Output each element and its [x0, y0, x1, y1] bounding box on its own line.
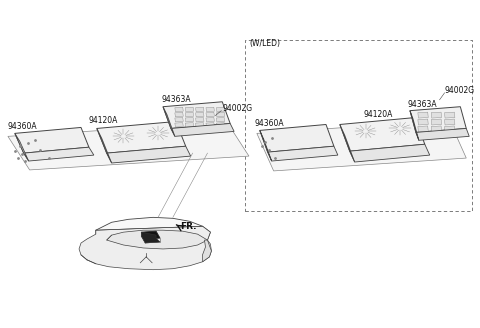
Polygon shape: [185, 117, 193, 122]
Polygon shape: [260, 125, 334, 152]
Text: 94120A: 94120A: [89, 116, 118, 125]
Polygon shape: [418, 126, 428, 132]
Text: 94360A: 94360A: [8, 122, 37, 131]
Polygon shape: [340, 125, 355, 162]
Text: 94002G: 94002G: [444, 86, 475, 95]
Polygon shape: [340, 117, 425, 151]
Polygon shape: [195, 117, 204, 122]
Ellipse shape: [146, 125, 170, 141]
Ellipse shape: [388, 120, 412, 136]
Polygon shape: [350, 144, 430, 162]
Polygon shape: [206, 117, 215, 122]
Polygon shape: [268, 146, 338, 161]
Polygon shape: [24, 147, 94, 161]
Polygon shape: [97, 129, 112, 163]
Polygon shape: [8, 123, 249, 170]
Polygon shape: [444, 126, 455, 132]
Ellipse shape: [155, 132, 161, 135]
Polygon shape: [107, 230, 207, 249]
Text: 94363A: 94363A: [161, 95, 191, 104]
Polygon shape: [185, 123, 193, 127]
Polygon shape: [410, 111, 419, 140]
Polygon shape: [175, 107, 183, 112]
Polygon shape: [175, 112, 183, 117]
Polygon shape: [96, 217, 210, 249]
Polygon shape: [171, 124, 234, 136]
Polygon shape: [431, 126, 442, 132]
Polygon shape: [163, 107, 175, 136]
Polygon shape: [175, 117, 183, 122]
Text: FR.: FR.: [180, 222, 196, 231]
Polygon shape: [431, 119, 442, 125]
Polygon shape: [107, 146, 191, 163]
Polygon shape: [206, 123, 215, 127]
Polygon shape: [431, 112, 442, 118]
Text: 94120A: 94120A: [363, 110, 393, 119]
Polygon shape: [418, 119, 428, 125]
Polygon shape: [15, 128, 89, 153]
Ellipse shape: [112, 128, 135, 144]
Polygon shape: [185, 112, 193, 117]
Polygon shape: [163, 102, 230, 129]
Polygon shape: [444, 112, 455, 118]
Ellipse shape: [29, 134, 47, 146]
Polygon shape: [195, 107, 204, 112]
Text: 94002G: 94002G: [222, 104, 252, 113]
Polygon shape: [444, 119, 455, 125]
Polygon shape: [216, 112, 225, 117]
Polygon shape: [416, 129, 469, 140]
Polygon shape: [195, 112, 204, 117]
Polygon shape: [185, 107, 193, 112]
Polygon shape: [206, 107, 215, 112]
Text: 94363A: 94363A: [408, 100, 438, 109]
Polygon shape: [206, 112, 215, 117]
Ellipse shape: [56, 133, 72, 144]
Polygon shape: [216, 123, 225, 127]
Polygon shape: [418, 112, 428, 118]
Polygon shape: [203, 240, 211, 262]
Polygon shape: [260, 131, 272, 161]
Polygon shape: [410, 107, 466, 133]
Polygon shape: [97, 121, 186, 153]
Polygon shape: [141, 232, 160, 243]
Ellipse shape: [304, 131, 319, 140]
Ellipse shape: [354, 123, 377, 139]
Polygon shape: [141, 231, 160, 239]
Ellipse shape: [275, 132, 292, 143]
Polygon shape: [175, 123, 183, 127]
Text: 94360A: 94360A: [255, 119, 285, 128]
Polygon shape: [216, 107, 225, 112]
Polygon shape: [257, 120, 466, 171]
Ellipse shape: [397, 127, 403, 131]
Ellipse shape: [362, 130, 369, 133]
Polygon shape: [195, 123, 204, 127]
Text: (W/LED): (W/LED): [249, 39, 280, 48]
Polygon shape: [216, 117, 225, 122]
Ellipse shape: [120, 134, 126, 138]
Polygon shape: [15, 133, 29, 161]
Polygon shape: [79, 226, 211, 270]
